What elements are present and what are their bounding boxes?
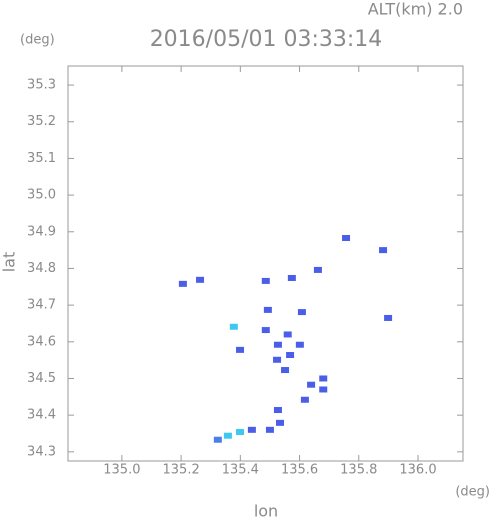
x-tick-label: 135.8: [340, 463, 377, 478]
echo-point: [178, 280, 187, 287]
echo-point: [300, 396, 309, 403]
echo-point: [319, 375, 328, 382]
echo-point: [273, 341, 282, 348]
echo-point: [276, 419, 285, 426]
x-tick-label: 135.2: [163, 463, 200, 478]
y-tick-label: 34.5: [27, 371, 56, 386]
echo-point: [213, 436, 222, 443]
echo-point: [247, 426, 256, 433]
y-tick-label: 35.3: [27, 78, 56, 93]
y-axis-label: lat: [0, 252, 19, 273]
x-tick-label: 135.4: [222, 463, 259, 478]
y-tick-label: 34.7: [27, 298, 56, 313]
echo-point: [295, 341, 304, 348]
x-tick-label: 135.6: [281, 463, 318, 478]
altitude-label: ALT(km) 2.0: [368, 0, 463, 19]
y-tick-label: 35.2: [27, 114, 56, 129]
echo-point: [261, 277, 270, 284]
echo-point: [261, 327, 270, 334]
echo-point: [307, 381, 316, 388]
echo-point: [313, 266, 322, 273]
echo-point: [342, 235, 351, 242]
y-tick-label: 35.0: [27, 188, 56, 203]
plot-frame: [67, 65, 464, 462]
x-axis-label: lon: [254, 502, 278, 521]
chart-title: 2016/05/01 03:33:14: [150, 27, 383, 52]
y-tick-label: 34.6: [27, 334, 56, 349]
echo-point: [273, 407, 282, 414]
echo-point: [263, 306, 272, 313]
y-tick-label: 35.1: [27, 151, 56, 166]
echo-point: [283, 331, 292, 338]
echo-point: [379, 247, 388, 254]
x-tick-label: 136.0: [399, 463, 436, 478]
echo-point: [236, 429, 245, 436]
y-unit: (deg): [20, 33, 55, 48]
echo-point: [229, 323, 238, 330]
echo-point: [196, 276, 205, 283]
y-tick-label: 34.4: [27, 408, 56, 423]
echo-point: [287, 274, 296, 281]
y-tick-label: 34.3: [27, 444, 56, 459]
x-unit: (deg): [455, 485, 490, 500]
x-tick-label: 135.0: [103, 463, 140, 478]
y-tick-label: 34.8: [27, 261, 56, 276]
echo-point: [265, 426, 274, 433]
echo-point: [236, 346, 245, 353]
echo-point: [281, 367, 290, 374]
echo-point: [319, 386, 328, 393]
y-tick-label: 34.9: [27, 224, 56, 239]
echo-point: [286, 352, 295, 359]
echo-point: [297, 309, 306, 316]
echo-point: [384, 314, 393, 321]
echo-point: [223, 432, 232, 439]
echo-point: [273, 356, 282, 363]
